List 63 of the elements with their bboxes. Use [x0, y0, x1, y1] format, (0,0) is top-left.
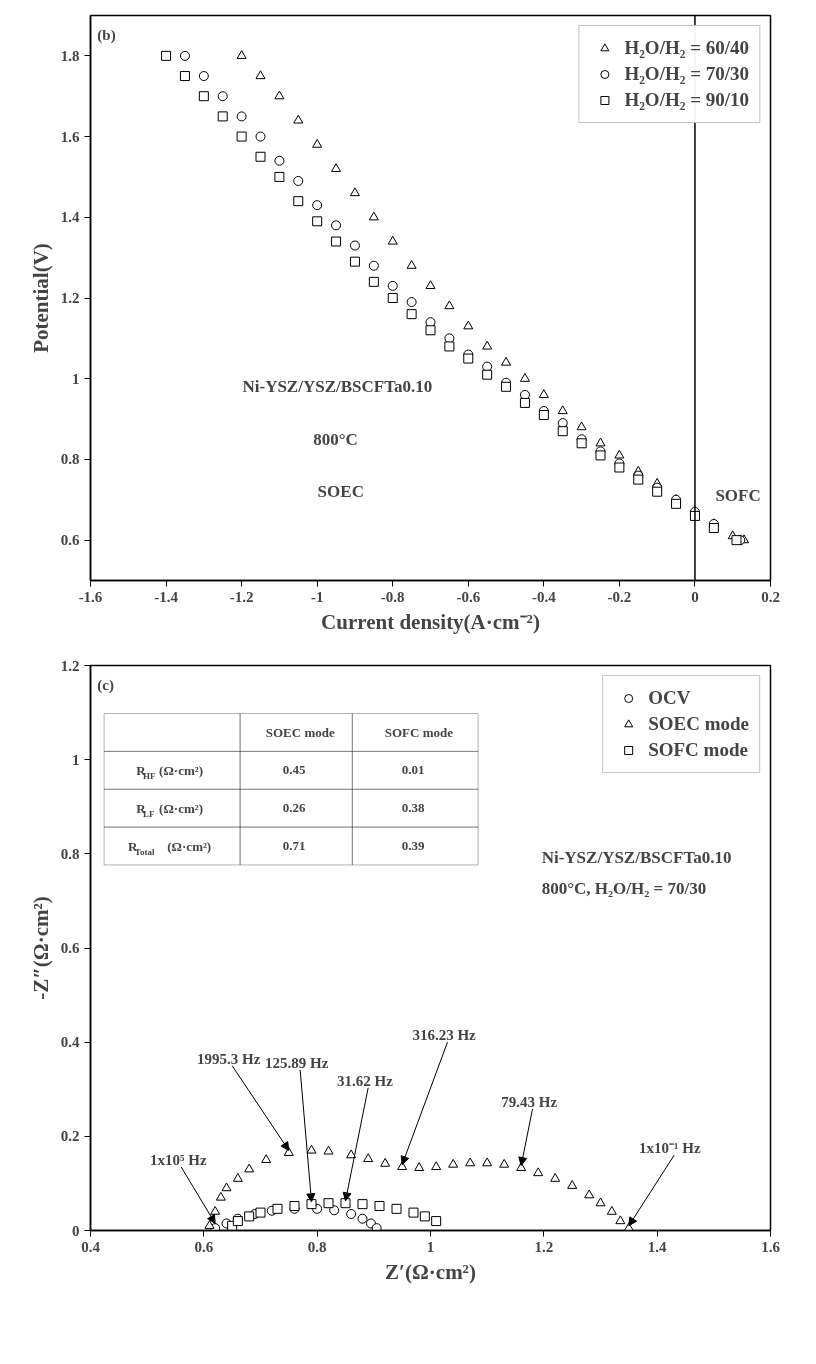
legend-label: H₂O/H₂ = 60/40 [624, 36, 749, 60]
annotation: 0.45 [282, 762, 306, 778]
y-tick-label: 1.4 [60, 209, 80, 226]
y-tick-label: 1.8 [60, 47, 80, 64]
y-tick-label: 0.6 [60, 532, 80, 549]
x-tick-label: -1.2 [229, 588, 254, 605]
annotation: 1x10⁵ Hz [149, 1151, 207, 1168]
x-tick-label: 1.4 [647, 1238, 668, 1255]
y-tick-label: 0.8 [60, 845, 80, 862]
annotation: 316.23 Hz [412, 1027, 477, 1044]
y-tick-label: 0.2 [60, 1128, 80, 1145]
y-tick-label: 1.2 [60, 657, 80, 674]
legend-label: H₂O/H₂ = 70/30 [624, 62, 749, 86]
annotation: 0.38 [401, 800, 425, 816]
y-tick-label: 0.8 [60, 451, 80, 468]
legend-label: SOFC mode [648, 738, 748, 762]
x-tick-label: 0.6 [194, 1238, 214, 1255]
annotation: Ni-YSZ/YSZ/BSCFTa0.10 [541, 848, 732, 868]
annotation: 800°C, H₂O/H₂ = 70/30 [541, 879, 707, 899]
annotation: 0.26 [282, 800, 306, 816]
annotation: SOFC mode [384, 724, 454, 740]
annotation: Ni-YSZ/YSZ/BSCFTa0.10 [242, 377, 433, 397]
x-tick-label: 0 [691, 588, 699, 605]
annotation: 0.71 [282, 838, 306, 854]
annotation: 31.62 Hz [336, 1072, 394, 1089]
annotation: (b) [97, 27, 116, 45]
annotation: SOEC mode [265, 724, 335, 740]
x-tick-label: -0.4 [531, 588, 557, 605]
annotation: 0.39 [401, 838, 425, 854]
annotation: 800°C [313, 429, 358, 449]
x-tick-label: 1.2 [534, 1238, 554, 1255]
annotation: SOFC [715, 486, 761, 506]
annotation: SOEC [317, 482, 364, 502]
annotation: 1995.3 Hz [197, 1050, 261, 1067]
legend-label: OCV [648, 686, 691, 710]
x-tick-label: -1 [310, 588, 324, 605]
x-tick-label: -0.8 [380, 588, 405, 605]
y-axis-title: -Z″(Ω·cm²) [28, 896, 53, 1000]
annotation: (c) [97, 677, 114, 695]
y-axis-title: Potential(V) [28, 243, 53, 353]
x-tick-label: -1.4 [154, 588, 179, 605]
annotation: 79.43 Hz [501, 1093, 558, 1110]
y-tick-label: 1 [72, 751, 80, 768]
legend-label: H₂O/H₂ = 90/10 [624, 88, 749, 112]
y-tick-label: 0 [72, 1222, 80, 1239]
x-tick-label: 0.8 [307, 1238, 327, 1255]
x-tick-label: -0.6 [456, 588, 481, 605]
y-tick-label: 1.2 [60, 290, 80, 306]
legend-label: SOEC mode [648, 712, 749, 736]
x-tick-label: 1.6 [761, 1238, 781, 1255]
x-axis-title: Z′(Ω·cm²) [385, 1259, 476, 1284]
x-tick-label: -0.2 [607, 588, 632, 605]
y-tick-label: 0.4 [60, 1034, 80, 1051]
y-tick-label: 0.6 [60, 940, 80, 956]
x-tick-label: -1.6 [78, 588, 103, 605]
x-tick-label: 0.2 [761, 588, 780, 605]
y-tick-label: 1.6 [60, 128, 80, 145]
x-tick-label: 1 [426, 1238, 435, 1255]
annotation: 0.01 [401, 762, 425, 778]
annotation: 1x10⁻¹ Hz [639, 1140, 701, 1157]
annotation: 125.89 Hz [265, 1054, 329, 1071]
x-axis-title: Current density(A·cm⁻²) [321, 609, 540, 634]
y-tick-label: 1 [72, 370, 80, 387]
